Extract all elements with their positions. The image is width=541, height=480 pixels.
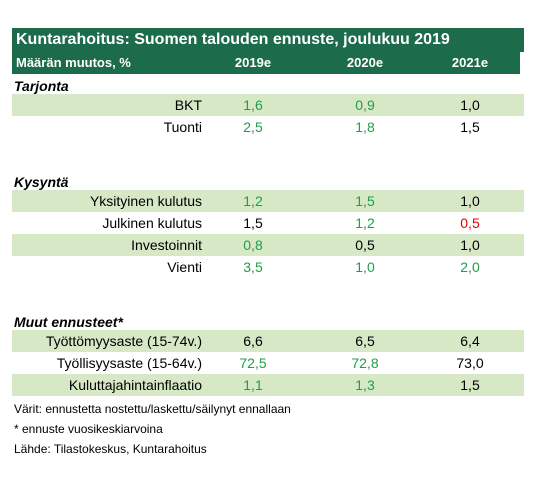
row-label: Työttömyysaste (15-74v.) [45, 333, 202, 349]
unit-label: Määrän muutos, % [16, 55, 131, 70]
cell-value: 2,0 [460, 259, 480, 275]
cell-value: 1,3 [355, 377, 375, 393]
section-title: Tarjonta [14, 78, 69, 94]
footnote: * ennuste vuosikeskiarvoina [14, 422, 163, 436]
footnote: Värit: ennustetta nostettu/laskettu/säil… [14, 402, 291, 416]
table-row: Investoinnit 0,8 0,5 1,0 [12, 234, 524, 256]
column-label: 2021e [451, 55, 489, 70]
cell-value: 6,4 [460, 333, 480, 349]
row-label: BKT [174, 97, 202, 113]
cell-value: 72,8 [351, 355, 379, 371]
cell-value: 1,8 [355, 119, 375, 135]
row-label: Työllisyysaste (15-64v.) [56, 355, 202, 371]
row-label: Kuluttajahintainflaatio [68, 377, 202, 393]
cell-value: 1,5 [243, 215, 263, 231]
cell-value: 6,6 [243, 333, 263, 349]
row-label: Vienti [167, 259, 202, 275]
table-row: Työttömyysaste (15-74v.) 6,6 6,5 6,4 [12, 330, 524, 352]
cell-value: 0,8 [243, 237, 263, 253]
table-row: Kuluttajahintainflaatio 1,1 1,3 1,5 [12, 374, 524, 396]
table-title: Kuntarahoitus: Suomen talouden ennuste, … [12, 28, 524, 52]
cell-value: 1,5 [460, 119, 480, 135]
cell-value: 1,6 [243, 97, 263, 113]
table-row: Työllisyysaste (15-64v.) 72,5 72,8 73,0 [12, 352, 524, 374]
cell-value: 1,5 [355, 193, 375, 209]
cell-value: 0,5 [460, 215, 480, 231]
cell-value: 1,5 [460, 377, 480, 393]
section-title: Muut ennusteet* [14, 314, 123, 330]
cell-value: 1,2 [243, 193, 263, 209]
column-header: Määrän muutos, % 2019e 2020e 2021e [12, 52, 520, 74]
cell-value: 73,0 [456, 355, 484, 371]
cell-value: 1,0 [460, 97, 480, 113]
column-label: 2019e [234, 55, 272, 70]
column-label: 2020e [346, 55, 384, 70]
table-row: Tuonti 2,5 1,8 1,5 [12, 116, 524, 138]
cell-value: 72,5 [239, 355, 267, 371]
cell-value: 1,1 [243, 377, 263, 393]
cell-value: 0,5 [355, 237, 375, 253]
cell-value: 6,5 [355, 333, 375, 349]
row-label: Tuonti [163, 119, 202, 135]
cell-value: 1,0 [460, 193, 480, 209]
row-label: Investoinnit [131, 237, 202, 253]
table-row: Vienti 3,5 1,0 2,0 [12, 256, 524, 278]
cell-value: 1,0 [355, 259, 375, 275]
cell-value: 1,2 [355, 215, 375, 231]
cell-value: 0,9 [355, 97, 375, 113]
table-row: Yksityinen kulutus 1,2 1,5 1,0 [12, 190, 524, 212]
section-title: Kysyntä [14, 174, 69, 190]
row-label: Yksityinen kulutus [89, 193, 202, 209]
footnote: Lähde: Tilastokeskus, Kuntarahoitus [14, 442, 207, 456]
cell-value: 2,5 [243, 119, 263, 135]
cell-value: 1,0 [460, 237, 480, 253]
table-row: Julkinen kulutus 1,5 1,2 0,5 [12, 212, 524, 234]
cell-value: 3,5 [243, 259, 263, 275]
row-label: Julkinen kulutus [102, 215, 202, 231]
table-row: BKT 1,6 0,9 1,0 [12, 94, 524, 116]
